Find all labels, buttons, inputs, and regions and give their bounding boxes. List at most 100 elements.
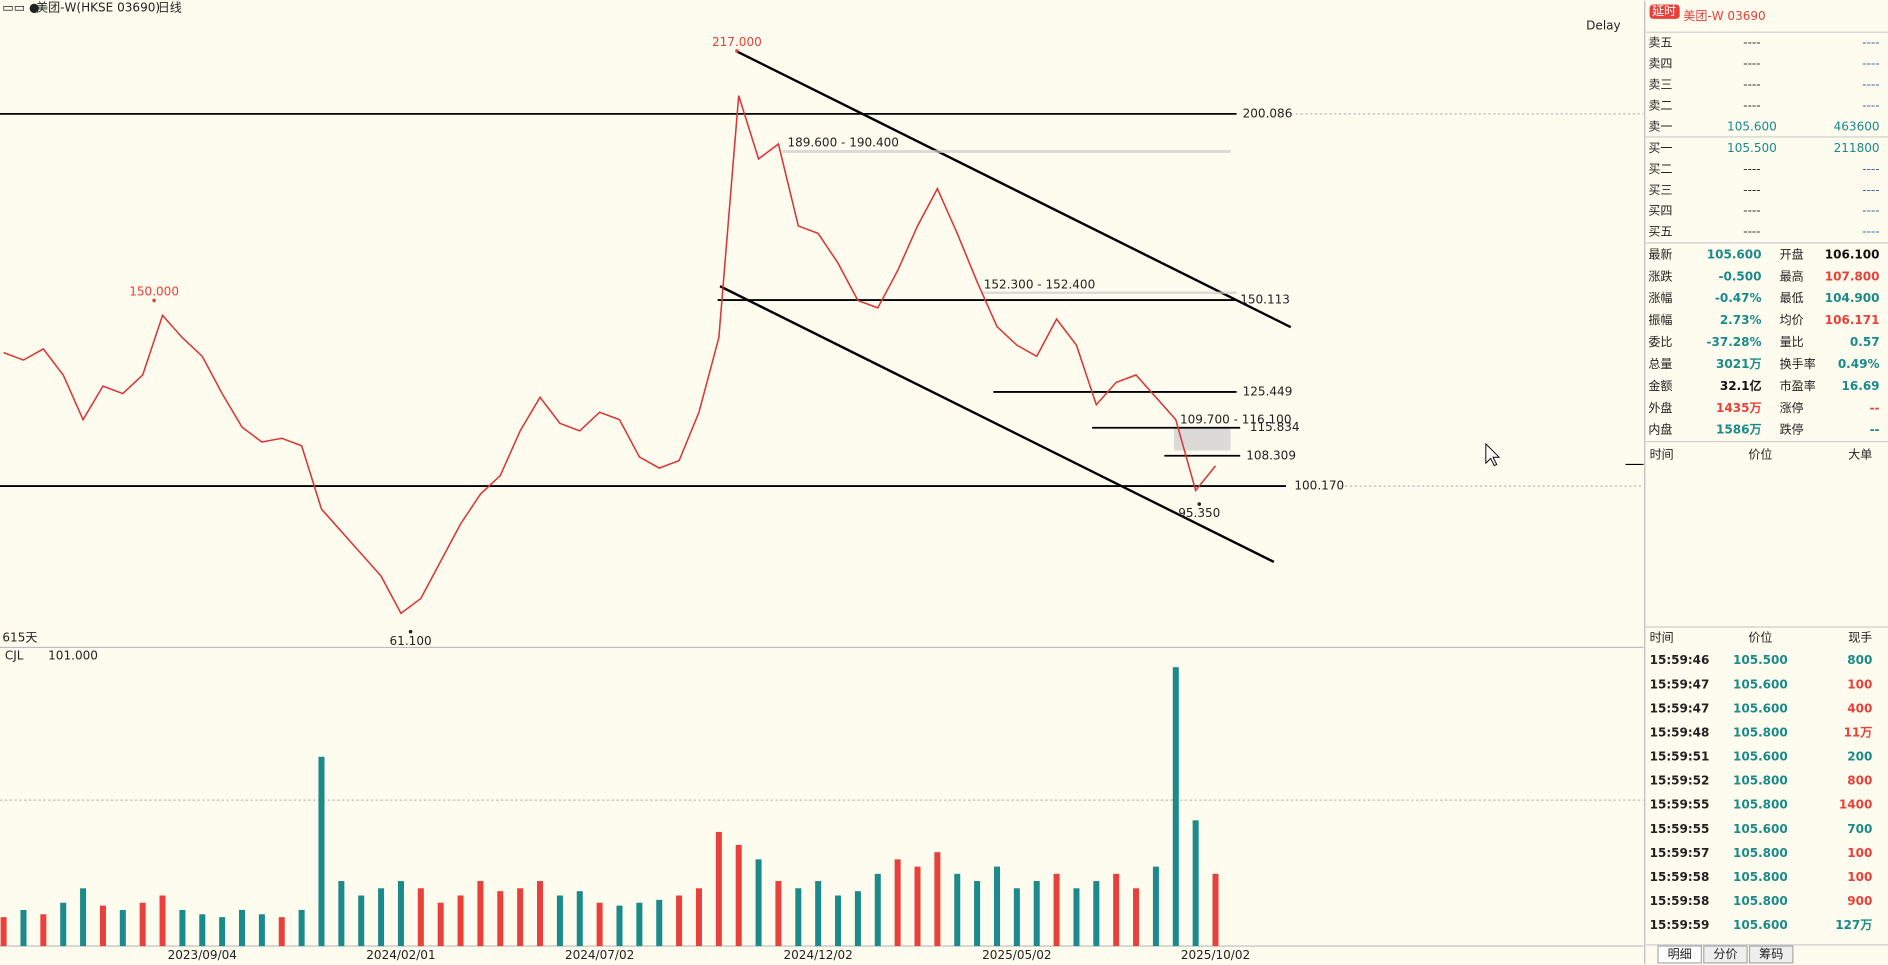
trade-price: 105.600 (1733, 677, 1788, 691)
book-price: ---- (1743, 77, 1760, 91)
trade-price: 105.800 (1733, 846, 1788, 860)
book-side: 卖一 (1648, 119, 1672, 133)
trade-price: 105.500 (1733, 653, 1788, 667)
level-label: 200.086 (1243, 106, 1293, 120)
symbol-title: 美团-W(HKSE 03690) (36, 1, 160, 15)
level-label: 100.170 (1294, 479, 1344, 493)
period-select[interactable]: 日线 (158, 1, 182, 15)
volume-bar (775, 881, 782, 947)
volume-bar (437, 902, 444, 947)
volume-bar (596, 902, 603, 947)
trade-volume: 100 (1847, 870, 1872, 884)
book-volume: 463600 (1834, 119, 1880, 133)
volume-bar (616, 905, 623, 947)
book-volume: ---- (1862, 77, 1879, 91)
book-price: ---- (1743, 204, 1760, 218)
stat-label: 金额 (1648, 378, 1672, 393)
trend-line (719, 285, 1275, 564)
volume-bar (656, 899, 663, 947)
indicator-name[interactable]: CJL (5, 648, 24, 662)
volume-bar (1093, 881, 1100, 947)
trade-price: 105.600 (1733, 822, 1788, 836)
book-side: 卖二 (1648, 98, 1672, 112)
trade-price: 105.800 (1733, 774, 1788, 788)
volume-bar (199, 914, 206, 947)
book-side: 买二 (1648, 162, 1672, 176)
volume-bar (318, 756, 325, 947)
book-side: 卖五 (1648, 36, 1672, 50)
book-price: ---- (1743, 36, 1760, 50)
book-side: 卖三 (1648, 77, 1672, 91)
volume-bar (60, 902, 67, 947)
column-header: 时间 (1650, 447, 1674, 461)
x-tick-label: 2025/05/02 (982, 948, 1051, 962)
stat-label: 涨停 (1780, 400, 1804, 415)
volume-bar (477, 881, 484, 947)
book-price: ---- (1743, 98, 1760, 112)
trend-line (736, 50, 1292, 329)
stat-label: 最高 (1780, 268, 1804, 283)
zone-label: 109.700 - 116.100 (1180, 412, 1292, 426)
stat-value: 106.171 (1825, 313, 1880, 327)
stat-value: -37.28% (1706, 335, 1761, 349)
volume-bar (874, 873, 881, 947)
volume-bar (239, 909, 246, 947)
stat-label: 跌停 (1780, 422, 1804, 437)
extreme-point (735, 49, 739, 53)
menu-icon[interactable]: ▭▭ ● (2, 1, 39, 15)
tab-label[interactable]: 明细 (1668, 947, 1692, 961)
volume-bar (1073, 888, 1080, 947)
stat-value: 106.100 (1825, 247, 1880, 261)
stat-value: -0.47% (1715, 291, 1762, 305)
volume-bar (1033, 881, 1040, 947)
volume-bar (1192, 820, 1199, 947)
tab-label[interactable]: 分价 (1713, 947, 1737, 961)
stat-label: 最低 (1780, 291, 1804, 305)
stat-value: -- (1870, 423, 1880, 437)
stat-value: 1586万 (1716, 423, 1762, 437)
volume-bar (854, 891, 861, 947)
extreme-point (152, 298, 156, 303)
trade-price: 105.600 (1733, 918, 1788, 932)
tab[interactable] (1703, 945, 1748, 964)
book-volume: ---- (1862, 56, 1879, 70)
volume-bar (1053, 873, 1060, 947)
tab[interactable] (1748, 945, 1794, 964)
cursor (1485, 442, 1501, 467)
price-zone (782, 149, 1231, 153)
trade-time: 15:59:58 (1650, 894, 1710, 908)
status: Delay (1586, 19, 1621, 33)
stat-value: 105.600 (1707, 247, 1762, 261)
stat-label: 外盘 (1648, 400, 1672, 415)
badge-bg (1649, 4, 1680, 19)
stat-label: 涨跌 (1648, 268, 1672, 283)
volume-bar (159, 895, 166, 947)
level-label: 115.834 (1250, 420, 1300, 434)
volume-bar (974, 881, 981, 947)
stat-value: 1435万 (1716, 401, 1762, 415)
level-label: 150.113 (1240, 293, 1290, 307)
tab-label[interactable]: 筹码 (1759, 947, 1783, 961)
tab[interactable] (1657, 945, 1702, 964)
volume-bar (119, 909, 126, 947)
trade-volume: 100 (1847, 677, 1872, 691)
trade-time: 15:59:57 (1650, 846, 1710, 860)
book-volume: ---- (1862, 162, 1879, 176)
volume-bar (1013, 888, 1020, 947)
stat-value: -- (1870, 401, 1880, 415)
book-side: 买三 (1648, 183, 1672, 197)
volume-bar (815, 881, 822, 947)
column-header: 价位 (1748, 629, 1772, 644)
book-price: 105.600 (1727, 119, 1777, 133)
price-zone (981, 291, 1237, 294)
level-label: 125.449 (1243, 384, 1293, 398)
volume-bar (99, 905, 106, 947)
trade-volume: 800 (1847, 653, 1872, 667)
volume-bar (1152, 866, 1159, 947)
volume-bar (1212, 873, 1219, 947)
trade-volume: 400 (1847, 701, 1872, 715)
volume-bar (139, 902, 146, 947)
book-side: 买五 (1648, 225, 1672, 239)
